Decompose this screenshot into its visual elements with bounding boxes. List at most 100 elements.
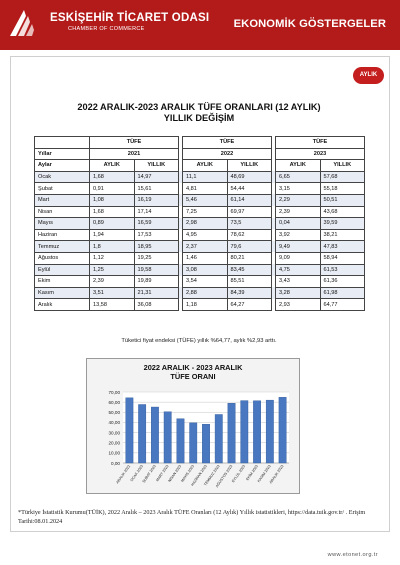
chart-bar: [138, 404, 147, 464]
value-cell: 4,75: [275, 263, 321, 277]
value-cell: 6,65: [275, 170, 321, 184]
value-cell: 2,39: [89, 275, 135, 288]
value-cell: 5,46: [182, 193, 228, 207]
table-year-row: Yıllar 2021 2022 2023: [34, 147, 365, 161]
table-row: Şubat 0,91 15,61 4,81 54,44 3,15 55,18: [34, 182, 365, 195]
column-gap: [271, 159, 276, 172]
page-title: 2022 ARALIK-2023 ARALIK TÜFE ORANLARI (1…: [77, 102, 321, 112]
value-cell: 83,45: [226, 263, 272, 277]
value-cell: 2,88: [182, 286, 228, 300]
year-header-cell: 2021: [89, 147, 179, 161]
value-cell: 1,18: [182, 298, 228, 311]
table-row: Ağustos 1,12 19,25 1,46 80,21 9,09 58,94: [34, 251, 365, 265]
month-cell: Temmuz: [34, 240, 90, 253]
value-cell: 3,51: [89, 286, 135, 300]
column-gap: [178, 148, 183, 160]
value-cell: 78,62: [226, 228, 272, 242]
y-tick-label: 60,00: [109, 400, 121, 405]
column-gap: [178, 287, 183, 299]
value-cell: 2,37: [182, 240, 228, 253]
chart-title: 2022 ARALIK - 2023 ARALIK: [143, 363, 243, 372]
value-cell: 21,31: [133, 286, 179, 300]
cpi-table: TÜFE TÜFE TÜFE Yıllar 2021 2022 2023 Aylar AYLIK…: [34, 136, 365, 311]
value-cell: 19,25: [133, 251, 179, 265]
value-cell: 3,43: [275, 275, 321, 288]
value-cell: 16,19: [133, 193, 179, 207]
value-cell: 38,21: [319, 228, 365, 242]
table-row: Kasım 3,51 21,31 2,88 84,39 3,28 61,98: [34, 286, 365, 300]
value-cell: 1,68: [89, 205, 135, 219]
value-cell: 61,14: [226, 193, 272, 207]
value-cell: 3,08: [182, 263, 228, 277]
column-gap: [271, 217, 276, 230]
column-gap: [271, 194, 276, 207]
column-gap: [178, 206, 183, 218]
chart-bar: [278, 397, 287, 464]
cpi-chart: 2022 ARALIK - 2023 ARALIK TÜFE ORANI 0,0…: [86, 358, 300, 494]
chart-subtitle: TÜFE ORANI: [170, 372, 216, 381]
column-gap: [178, 264, 183, 276]
y-tick-label: 70,00: [109, 390, 121, 395]
table-group-row: TÜFE TÜFE TÜFE: [34, 136, 365, 149]
column-gap: [178, 159, 183, 172]
value-cell: 1,68: [89, 170, 135, 184]
value-cell: 3,28: [275, 286, 321, 300]
column-gap: [178, 136, 183, 149]
chart-bar: [202, 424, 210, 464]
column-gap: [178, 298, 183, 311]
table-row: Temmuz 1,8 18,95 2,37 79,6 9,49 47,83: [34, 240, 365, 253]
column-gap: [271, 275, 276, 288]
column-gap: [271, 287, 276, 299]
chart-bar: [214, 414, 223, 464]
table-row: Ocak 1,68 14,97 11,1 48,69 6,65 57,68: [34, 170, 365, 184]
value-cell: 17,14: [133, 205, 179, 219]
website-link[interactable]: www.etonet.org.tr: [327, 552, 378, 558]
table-row: Nisan 1,68 17,14 7,25 69,97 2,39 43,68: [34, 205, 365, 219]
column-gap: [271, 136, 276, 149]
value-cell: 61,36: [319, 275, 365, 288]
value-cell: 54,44: [226, 182, 272, 195]
value-cell: 47,83: [319, 240, 365, 253]
month-cell: Haziran: [34, 228, 90, 242]
month-cell: Mart: [34, 193, 90, 207]
month-cell: Nisan: [34, 205, 90, 219]
chart-bar: [189, 422, 198, 464]
value-cell: 55,18: [319, 182, 365, 195]
table-row: Mayıs 0,89 16,59 2,98 73,5 0,04 39,59: [34, 217, 365, 230]
column-gap: [271, 240, 276, 253]
value-cell: 3,54: [182, 275, 228, 288]
value-cell: 1,08: [89, 193, 135, 207]
y-tick-label: 30,00: [109, 430, 121, 435]
table-corner-cell: [34, 136, 90, 149]
month-cell: Kasım: [34, 286, 90, 300]
value-cell: 48,69: [226, 170, 272, 184]
column-gap: [178, 182, 183, 195]
section-title: EKONOMİK GÖSTERGELER: [233, 18, 386, 30]
value-cell: 1,94: [89, 228, 135, 242]
value-cell: 43,68: [319, 205, 365, 219]
group-header-cell: TÜFE: [275, 136, 365, 149]
chart-bar: [240, 400, 249, 464]
y-tick-label: 10,00: [109, 451, 121, 456]
value-cell: 64,27: [226, 298, 272, 311]
chart-bar: [253, 400, 261, 464]
x-tick-label: ARALIK 2022: [115, 464, 131, 484]
value-cell: 80,21: [226, 251, 272, 265]
value-cell: 9,49: [275, 240, 321, 253]
column-gap: [178, 194, 183, 207]
table-row: Ekim 2,39 19,89 3,54 85,51 3,43 61,36: [34, 275, 365, 288]
value-cell: 61,53: [319, 263, 365, 277]
value-cell: 14,97: [133, 170, 179, 184]
value-cell: 15,61: [133, 182, 179, 195]
summary-note: Tüketici fiyat endeksi (TÜFE) yıllık %64…: [121, 338, 277, 344]
column-gap: [271, 171, 276, 183]
value-cell: 1,46: [182, 251, 228, 265]
value-cell: 61,98: [319, 286, 365, 300]
value-cell: 2,93: [275, 298, 321, 311]
org-name: ESKİŞEHİR TİCARET ODASI: [50, 12, 210, 24]
chart-bar: [227, 403, 236, 464]
value-cell: 57,68: [319, 170, 365, 184]
chart-plot: 0,00 10,00 20,00 30,00 40,00 50,00 60,00 70,00 A…: [109, 390, 289, 488]
value-cell: 2,98: [182, 217, 228, 230]
month-cell: Eylül: [34, 263, 90, 277]
